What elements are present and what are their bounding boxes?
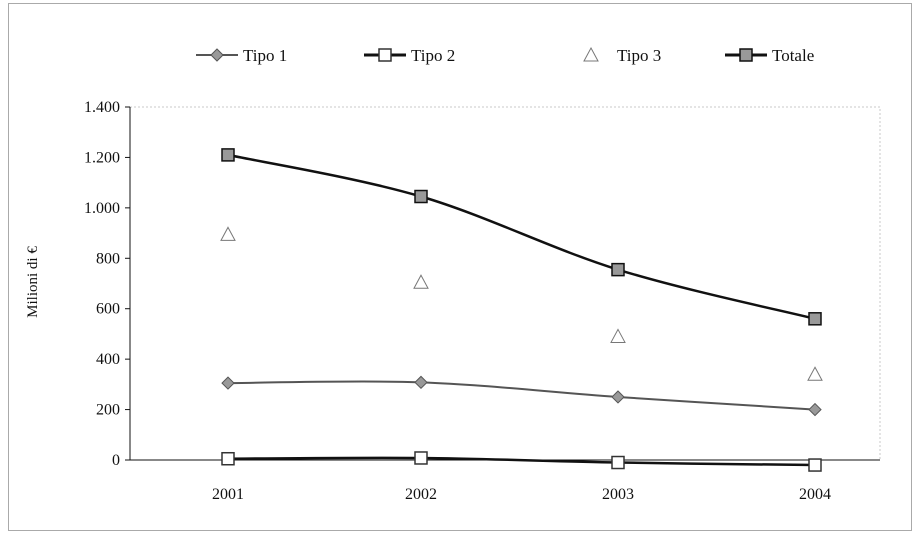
legend-swatch-marker bbox=[378, 48, 392, 62]
data-point-tipo-2 bbox=[808, 458, 822, 472]
series-tipo-3 bbox=[220, 226, 823, 381]
y-tick-label: 1.000 bbox=[84, 200, 120, 217]
series-line-totale bbox=[227, 153, 816, 321]
y-tick-label: 600 bbox=[96, 301, 120, 318]
data-point-tipo-2 bbox=[414, 451, 428, 465]
data-point-tipo-3 bbox=[413, 274, 429, 289]
data-point-tipo-3 bbox=[610, 328, 626, 343]
data-point-totale bbox=[611, 262, 625, 277]
series-totale bbox=[221, 148, 822, 326]
data-point-tipo-3 bbox=[220, 226, 236, 241]
data-point-tipo-2 bbox=[221, 451, 235, 466]
x-tick-label: 2004 bbox=[799, 486, 831, 503]
series-line-tipo-2 bbox=[227, 456, 816, 467]
data-point-tipo-1 bbox=[808, 402, 822, 417]
series-line-tipo-1 bbox=[227, 380, 816, 411]
x-tick-label: 2002 bbox=[405, 486, 437, 503]
y-tick-label: 1.400 bbox=[84, 99, 120, 116]
x-axis: 2001 2002 2003 2004 bbox=[130, 459, 880, 503]
y-tick-label: 800 bbox=[96, 250, 120, 267]
legend-swatch-marker bbox=[583, 46, 599, 62]
legend-label: Tipo 3 bbox=[617, 46, 661, 65]
series-tipo-2 bbox=[221, 451, 822, 472]
y-tick-label: 1.200 bbox=[84, 149, 120, 166]
legend-item-totale: Totale bbox=[725, 46, 814, 65]
legend-swatch-marker bbox=[739, 48, 753, 62]
x-tick-label: 2003 bbox=[602, 486, 634, 503]
y-axis-title: Milioni di € bbox=[25, 246, 41, 318]
legend: Tipo 1 Tipo 2 Tipo 3 Totale bbox=[196, 46, 814, 65]
y-tick-label: 200 bbox=[96, 402, 120, 419]
data-point-tipo-1 bbox=[414, 375, 428, 390]
data-point-totale bbox=[808, 312, 822, 326]
legend-swatch-marker bbox=[210, 48, 224, 62]
series-layer bbox=[220, 148, 823, 472]
data-point-totale bbox=[414, 189, 428, 204]
legend-label: Tipo 2 bbox=[411, 46, 455, 65]
data-point-totale bbox=[221, 148, 235, 162]
data-point-tipo-3 bbox=[807, 366, 823, 381]
legend-item-tipo-2: Tipo 2 bbox=[364, 46, 455, 65]
data-point-tipo-1 bbox=[221, 376, 235, 390]
legend-item-tipo-3: Tipo 3 bbox=[583, 46, 661, 65]
chart-frame bbox=[8, 3, 912, 531]
y-tick-label: 400 bbox=[96, 351, 120, 368]
x-tick-label: 2001 bbox=[212, 486, 244, 503]
legend-item-tipo-1: Tipo 1 bbox=[196, 46, 287, 65]
y-axis: 0 200 400 600 800 1.000 1.200 1.400 bbox=[84, 99, 131, 469]
data-point-tipo-2 bbox=[611, 455, 625, 470]
series-tipo-1 bbox=[221, 375, 822, 417]
y-tick-label: 0 bbox=[112, 452, 120, 469]
legend-label: Tipo 1 bbox=[243, 46, 287, 65]
legend-label: Totale bbox=[772, 46, 814, 65]
data-point-tipo-1 bbox=[611, 390, 625, 404]
